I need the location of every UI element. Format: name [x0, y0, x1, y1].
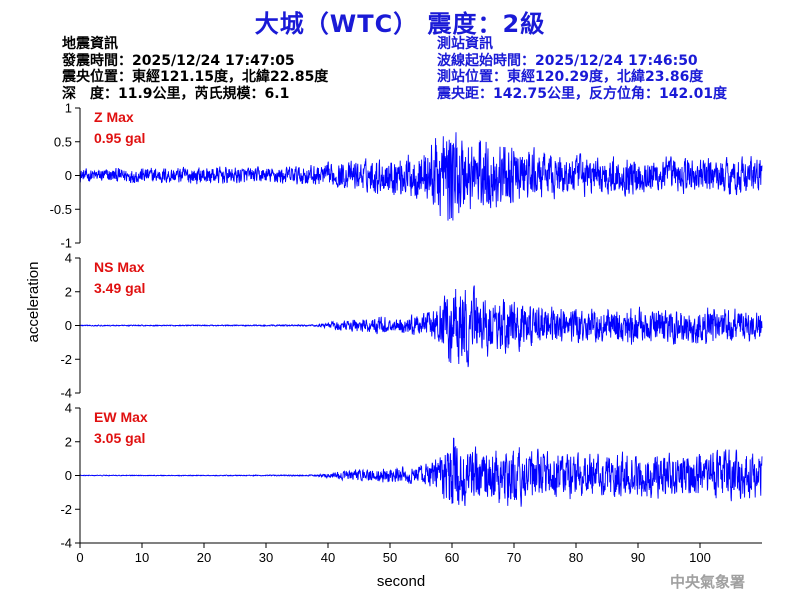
y-tick-label: 4 — [65, 251, 72, 266]
y-tick-label: -2 — [60, 352, 72, 367]
y-tick-label: 0 — [65, 318, 72, 333]
distance-azimuth: 震央距：142.75公里，反方位角：142.01度 — [437, 85, 728, 102]
x-tick-label: 50 — [383, 550, 397, 565]
depth-magnitude: 深 度：11.9公里，芮氏規模：6.1 — [62, 85, 290, 102]
x-tick-label: 40 — [321, 550, 335, 565]
panel-ew: 4 2 0 -2 -4 EW Max 3.05 gal — [60, 401, 763, 551]
max-label-z: Z Max — [94, 109, 134, 125]
x-tick-label: 60 — [445, 550, 459, 565]
y-tick-label: -4 — [60, 536, 72, 551]
max-label-ew: EW Max — [94, 409, 148, 425]
station-location: 測站位置：東經120.29度，北緯23.86度 — [437, 69, 704, 85]
earthquake-info-heading: 地震資訊 — [62, 36, 118, 52]
y-tick-label: -0.5 — [50, 202, 72, 217]
x-axis-label: second — [377, 573, 425, 590]
y-tick-label: 4 — [65, 401, 72, 416]
panel-ns: 4 2 0 -2 -4 NS Max 3.49 gal — [60, 251, 763, 401]
y-tick-label: 0 — [65, 468, 72, 483]
origin-time: 發震時間：2025/12/24 17:47:05 — [62, 52, 295, 69]
trace-ew — [79, 437, 763, 507]
x-tick-label: 100 — [689, 550, 711, 565]
station-info: 測站資訊 波線起始時間：2025/12/24 17:46:50 測站位置：東經1… — [437, 36, 727, 102]
y-tick-label: 2 — [65, 284, 72, 299]
earthquake-info: 地震資訊 發震時間：2025/12/24 17:47:05 震央位置：東經121… — [62, 36, 328, 102]
x-tick-label: 0 — [76, 550, 83, 565]
max-value-z: 0.95 gal — [94, 130, 145, 146]
y-tick-label: -1 — [60, 236, 72, 251]
max-label-ns: NS Max — [94, 259, 145, 275]
x-tick-label: 90 — [631, 550, 645, 565]
y-tick-label: 2 — [65, 434, 72, 449]
x-tick-label: 30 — [259, 550, 273, 565]
y-tick-label: -2 — [60, 502, 72, 517]
y-tick-label: 0.5 — [54, 134, 72, 149]
y-tick-label: 1 — [65, 101, 72, 116]
x-tick-label: 70 — [507, 550, 521, 565]
max-value-ns: 3.49 gal — [94, 280, 145, 296]
max-value-ew: 3.05 gal — [94, 430, 145, 446]
chart-title: 大城（WTC） 震度：2級 — [254, 10, 546, 38]
trace-ns — [79, 285, 763, 368]
epicenter-location: 震央位置：東經121.15度，北緯22.85度 — [62, 69, 329, 85]
x-tick-label: 10 — [135, 550, 149, 565]
panel-z: 1 0.5 0 -0.5 -1 Z Max 0.95 gal — [50, 101, 763, 251]
station-info-heading: 測站資訊 — [437, 36, 493, 52]
x-tick-label: 80 — [569, 550, 583, 565]
wave-start-time: 波線起始時間：2025/12/24 17:46:50 — [437, 52, 698, 69]
x-tick-label: 20 — [197, 550, 211, 565]
y-tick-label: -4 — [60, 386, 72, 401]
x-axis: 0 10 20 30 40 50 60 70 80 90 100 — [76, 542, 762, 565]
trace-z — [79, 132, 763, 221]
agency-watermark: 中央氣象署 — [669, 573, 745, 591]
y-axis-label: acceleration — [25, 262, 42, 343]
seismogram-panels: 1 0.5 0 -0.5 -1 Z Max 0.95 gal 4 2 0 -2 -4 NS Max 3.4… — [50, 101, 763, 551]
y-tick-label: 0 — [65, 168, 72, 183]
